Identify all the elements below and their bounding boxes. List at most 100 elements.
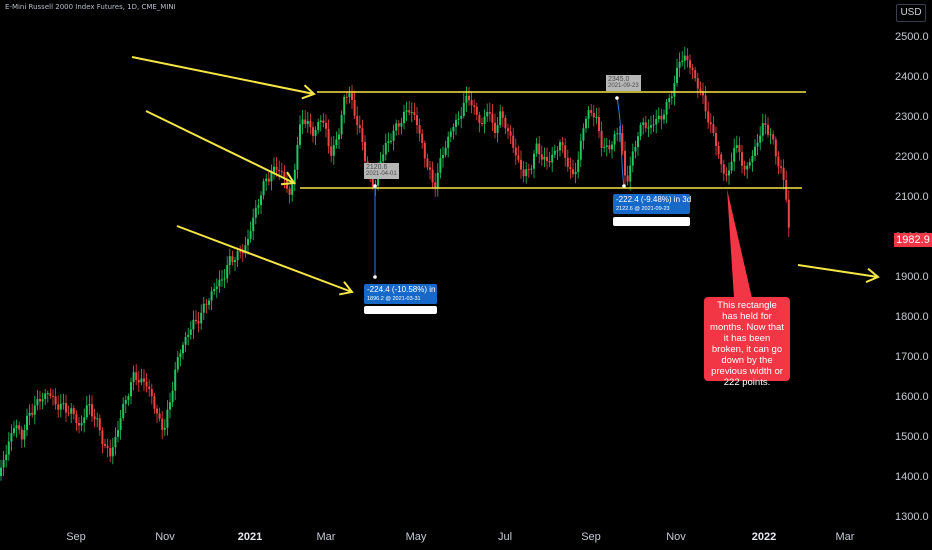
x-tick-sep: Sep bbox=[66, 531, 86, 543]
candle-body bbox=[228, 256, 231, 266]
candle-body bbox=[556, 150, 559, 152]
candle-body bbox=[254, 207, 257, 218]
candle-body bbox=[182, 344, 184, 354]
candle-body bbox=[743, 165, 746, 170]
candle-body bbox=[478, 114, 481, 123]
y-tick-1300: 1300.0 bbox=[895, 511, 929, 523]
candle-body bbox=[691, 67, 694, 71]
candle-body bbox=[512, 135, 515, 148]
candle-body bbox=[213, 289, 216, 292]
y-tick-1600: 1600.0 bbox=[895, 391, 929, 403]
candle-body bbox=[644, 122, 647, 129]
candle-body bbox=[62, 403, 65, 405]
candle-body bbox=[312, 127, 314, 136]
candle-body bbox=[769, 134, 772, 136]
y-tick-1500: 1500.0 bbox=[895, 431, 929, 443]
candle-body bbox=[231, 256, 234, 263]
candle-body bbox=[782, 167, 785, 181]
candle-body bbox=[491, 113, 494, 123]
last-price-tag: 1982.9 bbox=[894, 233, 932, 247]
candle-body bbox=[587, 110, 590, 119]
candle-body bbox=[31, 412, 34, 415]
candle-body bbox=[299, 124, 301, 145]
point-label-high-date: 2021-09-23 bbox=[608, 83, 639, 89]
candle-body bbox=[496, 125, 499, 133]
candle-body bbox=[143, 378, 145, 382]
candle-body bbox=[197, 321, 200, 324]
candle-body bbox=[88, 404, 91, 406]
candle-body bbox=[241, 251, 244, 254]
candle-body bbox=[590, 110, 593, 113]
arrow-middle bbox=[145, 110, 295, 184]
arrow-middle-head bbox=[280, 171, 296, 186]
candle-body bbox=[132, 372, 135, 383]
candle-body bbox=[756, 142, 759, 147]
point-label-low-price: 2120.6 bbox=[366, 164, 388, 171]
candle-body bbox=[153, 396, 156, 409]
currency-button[interactable]: USD bbox=[896, 4, 926, 22]
candle-body bbox=[114, 436, 117, 448]
candle-body bbox=[301, 119, 304, 125]
x-tick-mar: Mar bbox=[836, 531, 855, 543]
candle-body bbox=[561, 142, 564, 146]
y-tick-2400: 2400.0 bbox=[895, 71, 929, 83]
chart-title: E-Mini Russell 2000 Index Futures, 1D, C… bbox=[5, 3, 176, 11]
candle-body bbox=[44, 393, 47, 400]
candle-body bbox=[681, 60, 684, 63]
candle-body bbox=[384, 142, 387, 155]
candle-body bbox=[270, 172, 273, 182]
candle-body bbox=[678, 62, 681, 68]
candle-body bbox=[195, 319, 197, 322]
candle-body bbox=[566, 157, 569, 167]
x-tick-jul: Jul bbox=[498, 531, 512, 543]
candle-body bbox=[639, 125, 642, 137]
arrow-lower-head bbox=[339, 281, 354, 296]
candle-body bbox=[169, 402, 171, 410]
candle-body bbox=[327, 128, 330, 147]
x-tick-sep: Sep bbox=[581, 531, 601, 543]
measure-box-2[interactable]: -222.4 (-9.48%) in 3d 2122.6 @ 2021-09-2… bbox=[613, 194, 691, 214]
candle-body bbox=[694, 70, 697, 79]
candle-body bbox=[608, 145, 611, 150]
candle-body bbox=[2, 460, 5, 468]
candle-body bbox=[322, 120, 325, 123]
candle-body bbox=[101, 430, 104, 445]
candle-body bbox=[124, 399, 127, 404]
candle-body bbox=[135, 372, 138, 381]
measure-box-2-extra bbox=[613, 217, 690, 226]
candle-body bbox=[730, 161, 733, 171]
candle-body bbox=[522, 169, 525, 176]
measure-2-line bbox=[616, 97, 625, 187]
candle-body bbox=[392, 130, 395, 141]
candle-body bbox=[280, 171, 283, 173]
candle-body bbox=[670, 96, 673, 99]
candle-body bbox=[421, 133, 424, 143]
arrow-lower bbox=[176, 225, 353, 293]
candle-body bbox=[462, 102, 465, 116]
candle-body bbox=[629, 165, 632, 182]
candle-body bbox=[239, 251, 242, 253]
candle-body bbox=[660, 115, 663, 120]
candle-body bbox=[244, 245, 247, 254]
candle-body bbox=[46, 393, 49, 395]
candle-body bbox=[215, 286, 218, 290]
candle-body bbox=[18, 425, 21, 430]
candle-body bbox=[106, 445, 109, 449]
y-tick-2100: 2100.0 bbox=[895, 191, 929, 203]
x-axis: Sep Nov 2021 Mar May Jul Sep Nov 2022 Mar bbox=[66, 531, 855, 543]
candle-body bbox=[761, 123, 764, 136]
candle-body bbox=[39, 399, 41, 402]
candle-body bbox=[481, 122, 483, 125]
candle-body bbox=[247, 239, 249, 246]
point-label-low: 2120.6 2021-04-01 bbox=[364, 163, 399, 179]
candle-body bbox=[111, 447, 114, 457]
candle-body bbox=[712, 124, 715, 133]
candle-body bbox=[140, 378, 143, 383]
candle-body bbox=[5, 454, 8, 461]
measure-box-1[interactable]: -224.4 (-10.58%) in 1896.2 @ 2021-03-31 bbox=[364, 284, 437, 304]
candle-body bbox=[293, 169, 296, 185]
candle-body bbox=[439, 158, 442, 173]
candle-body bbox=[96, 418, 99, 420]
arrow-top-head bbox=[301, 84, 316, 100]
